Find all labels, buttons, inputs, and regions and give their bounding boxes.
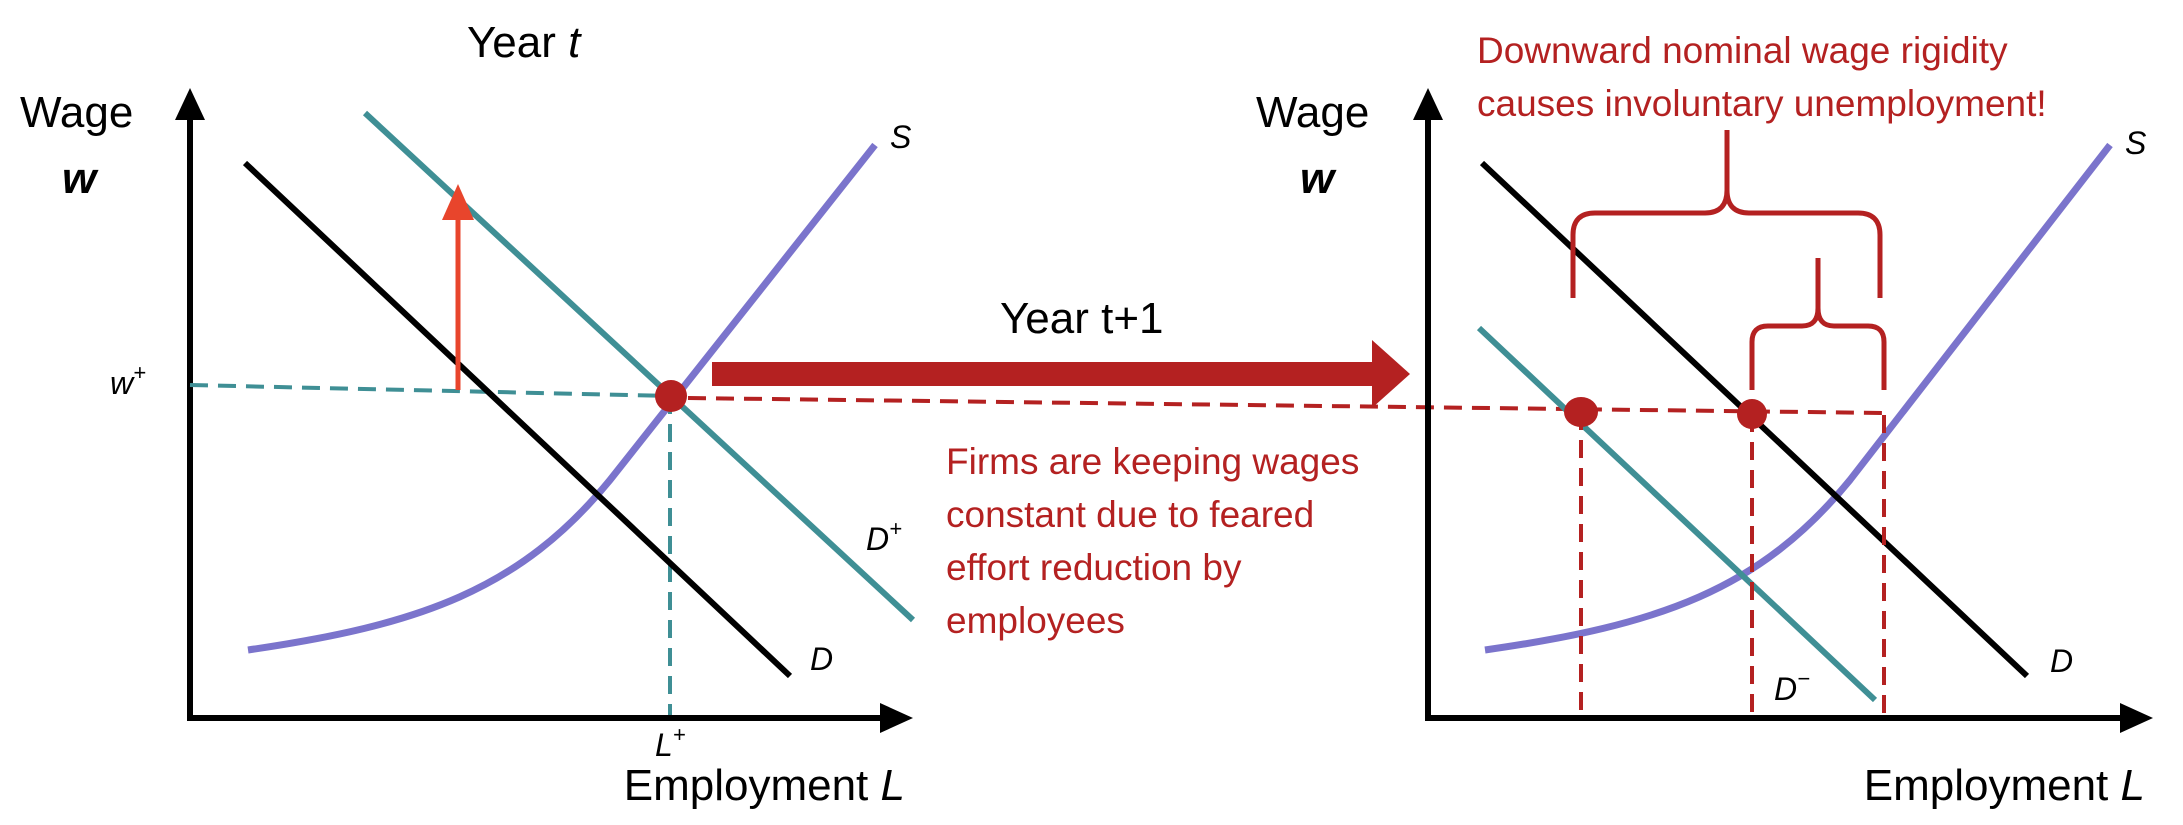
left-x-axis-label: Employment L [624, 761, 905, 810]
transition: Year t+1 [687, 294, 1885, 415]
left-supply-label: S [890, 119, 911, 155]
left-y-axis-label-line2: w [62, 154, 99, 203]
rigidity-annotation-line2: causes involuntary unemployment! [1477, 83, 2047, 124]
labor-demanded-point [1564, 397, 1598, 427]
right-panel: Wage w Employment L S D D− [1256, 88, 2153, 810]
employment-tick-label: L+ [655, 722, 686, 763]
firms-annotation-line4: employees [946, 600, 1125, 641]
right-demand-label: D [2050, 643, 2073, 679]
firms-annotation-line1: Firms are keeping wages [946, 441, 1359, 482]
transition-arrow-head [1372, 340, 1410, 408]
right-y-axis-label-line1: Wage [1256, 88, 1369, 137]
left-panel-title: Year t [467, 18, 582, 67]
transition-arrow-shaft [712, 362, 1377, 386]
left-panel: Year t Wage w Employment L S D D+ w+ L+ [20, 18, 916, 810]
transition-label: Year t+1 [1000, 294, 1164, 343]
right-y-axis-arrowhead [1413, 88, 1443, 120]
firms-annotation: Firms are keeping wages constant due to … [946, 441, 1359, 641]
rigid-wage-line [687, 396, 1885, 415]
unemployment-brace [1570, 130, 1883, 298]
firms-annotation-line2: constant due to feared [946, 494, 1314, 535]
left-y-axis-arrowhead [175, 88, 205, 120]
rigidity-annotation: Downward nominal wage rigidity causes in… [1477, 30, 2047, 124]
left-shifted-demand-label: D+ [866, 516, 902, 557]
right-x-axis-label: Employment L [1864, 761, 2145, 810]
left-equilibrium-point [655, 380, 687, 412]
left-wage-guide [189, 383, 671, 398]
right-shifted-demand-curve [1476, 325, 1878, 703]
right-shifted-demand-label: D− [1774, 666, 1810, 707]
right-supply-label: S [2125, 125, 2146, 161]
left-supply-curve [247, 142, 878, 654]
wage-tick-label: w+ [110, 360, 146, 401]
previous-employment-point [1737, 399, 1767, 429]
left-y-axis-label-line1: Wage [20, 88, 133, 137]
rigidity-annotation-line1: Downward nominal wage rigidity [1477, 30, 2008, 71]
demand-shift-arrowhead [442, 184, 474, 220]
right-supply-curve [1484, 142, 2113, 654]
left-demand-label: D [810, 641, 833, 677]
left-x-axis-arrowhead [880, 703, 913, 733]
effort-brace [1749, 258, 1887, 390]
right-y-axis-label-line2: w [1300, 154, 1337, 203]
right-x-axis-arrowhead [2120, 703, 2153, 733]
left-demand-curve [242, 160, 793, 679]
firms-annotation-line3: effort reduction by [946, 547, 1242, 588]
